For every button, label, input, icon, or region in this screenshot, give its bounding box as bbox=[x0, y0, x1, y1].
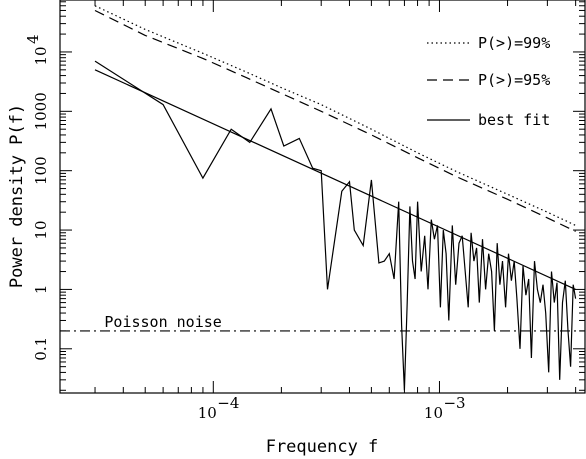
series-layer bbox=[94, 5, 577, 391]
poisson-noise-layer: Poisson noise bbox=[60, 313, 585, 332]
legend-label: P(>)=99% bbox=[478, 34, 550, 52]
series-p-99- bbox=[94, 5, 576, 226]
legend-label: P(>)=95% bbox=[478, 71, 550, 89]
y-tick-label: 100 bbox=[32, 156, 50, 185]
y-tick-label: 1000 bbox=[32, 92, 50, 130]
x-tick-label: 10 bbox=[424, 404, 443, 422]
y-tick-label-base: 10 bbox=[32, 46, 50, 65]
axis-ticks bbox=[60, 0, 585, 393]
y-tick-label: 1 bbox=[32, 285, 50, 295]
y-tick-label-text: 100 bbox=[32, 156, 50, 185]
y-tick-label-text: 1 bbox=[32, 285, 50, 295]
y-tick-label-text: 1000 bbox=[32, 92, 50, 130]
y-tick-label: 0.1 bbox=[32, 337, 50, 361]
x-tick-label-exponent: −4 bbox=[217, 394, 239, 412]
x-tick-label: 10 bbox=[198, 404, 217, 422]
series-p-95- bbox=[94, 9, 576, 232]
legend: P(>)=99% P(>)=95% best fit bbox=[427, 34, 550, 129]
series-best-fit bbox=[94, 69, 576, 290]
y-tick-label: 10 bbox=[32, 221, 50, 240]
poisson-noise-annotation: Poisson noise bbox=[104, 313, 221, 331]
x-axis-label: Frequency f bbox=[266, 437, 379, 457]
legend-label: best fit bbox=[478, 111, 550, 129]
y-tick-label-text: 0.1 bbox=[32, 337, 50, 361]
y-tick-label-exponent: 4 bbox=[24, 34, 42, 44]
series-power-spectrum bbox=[94, 60, 577, 391]
y-tick-label: 104 bbox=[24, 34, 50, 65]
y-tick-label-text: 10 bbox=[32, 221, 50, 240]
y-axis-label: Power density P(f) bbox=[7, 104, 27, 288]
x-tick-label-exponent: −3 bbox=[443, 394, 465, 412]
plot-frame bbox=[59, 0, 586, 394]
